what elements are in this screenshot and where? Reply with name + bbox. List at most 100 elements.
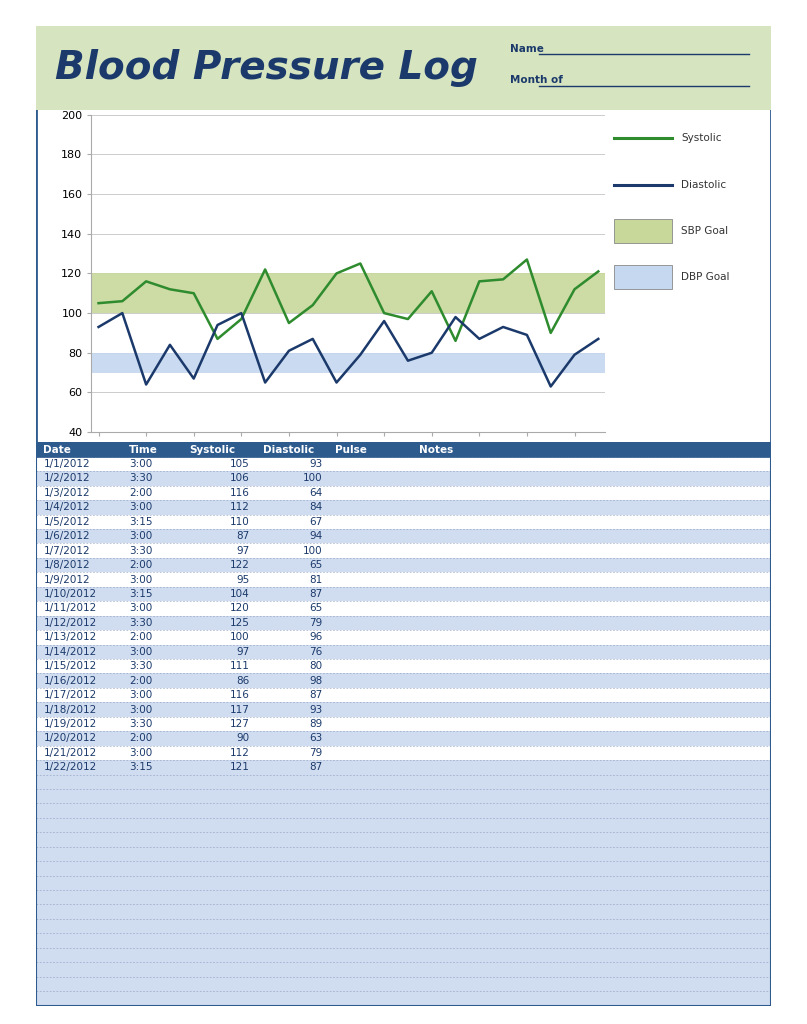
Bar	[36, 544, 771, 558]
Text: 95: 95	[236, 574, 249, 585]
Text: 63: 63	[309, 733, 323, 743]
Text: 1/22/2012: 1/22/2012	[44, 762, 97, 772]
Text: Systolic: Systolic	[681, 133, 721, 143]
Text: 1/18/2012: 1/18/2012	[44, 705, 97, 715]
Text: 3:00: 3:00	[129, 459, 153, 469]
Text: 86: 86	[236, 676, 249, 686]
Bar	[36, 717, 771, 731]
Text: 3:00: 3:00	[129, 503, 153, 512]
Bar	[36, 745, 771, 760]
Text: 1/11/2012: 1/11/2012	[44, 603, 97, 613]
Bar	[36, 688, 771, 702]
Text: Time: Time	[129, 444, 158, 455]
Bar	[36, 630, 771, 644]
Bar	[36, 963, 771, 977]
Text: 122: 122	[229, 560, 249, 570]
Text: Date: Date	[44, 444, 71, 455]
Text: 125: 125	[229, 617, 249, 628]
Bar	[36, 659, 771, 674]
Text: 1/21/2012: 1/21/2012	[44, 748, 97, 758]
Text: 3:00: 3:00	[129, 690, 153, 700]
Text: 79: 79	[309, 617, 323, 628]
Text: 1/14/2012: 1/14/2012	[44, 647, 97, 656]
Text: SBP Goal: SBP Goal	[681, 225, 728, 236]
Text: 84: 84	[309, 503, 323, 512]
Text: 2:00: 2:00	[129, 487, 153, 498]
Text: 105: 105	[229, 459, 249, 469]
Text: Systolic: Systolic	[189, 444, 235, 455]
Bar	[613, 219, 671, 243]
Bar	[36, 890, 771, 904]
Text: Name: Name	[510, 44, 544, 54]
Bar	[36, 587, 771, 601]
Text: 89: 89	[309, 719, 323, 729]
Bar	[36, 919, 771, 933]
Bar	[36, 788, 771, 804]
Bar	[36, 833, 771, 847]
Text: Diastolic: Diastolic	[262, 444, 314, 455]
Text: 87: 87	[236, 531, 249, 542]
Bar	[36, 471, 771, 485]
Bar	[613, 265, 671, 289]
Bar	[91, 352, 605, 373]
Text: 3:00: 3:00	[129, 705, 153, 715]
Text: 1/3/2012: 1/3/2012	[44, 487, 90, 498]
Text: 117: 117	[229, 705, 249, 715]
Text: 64: 64	[309, 487, 323, 498]
Text: 3:30: 3:30	[129, 473, 153, 483]
Text: 3:30: 3:30	[129, 719, 153, 729]
Text: 3:15: 3:15	[129, 517, 153, 526]
Text: 1/10/2012: 1/10/2012	[44, 589, 97, 599]
Text: 76: 76	[309, 647, 323, 656]
Text: 3:00: 3:00	[129, 647, 153, 656]
Bar	[36, 861, 771, 876]
Text: 100: 100	[303, 473, 323, 483]
Bar	[36, 876, 771, 890]
Text: 94: 94	[309, 531, 323, 542]
Text: 116: 116	[229, 690, 249, 700]
Text: 67: 67	[309, 517, 323, 526]
Bar	[36, 731, 771, 745]
Bar	[36, 529, 771, 544]
Text: 1/17/2012: 1/17/2012	[44, 690, 97, 700]
Bar	[36, 442, 771, 457]
Text: 65: 65	[309, 603, 323, 613]
Bar	[36, 572, 771, 587]
Text: 1/20/2012: 1/20/2012	[44, 733, 97, 743]
Text: Diastolic: Diastolic	[681, 179, 726, 189]
Bar	[36, 760, 771, 774]
Bar	[36, 948, 771, 963]
Bar	[36, 904, 771, 919]
Bar	[36, 774, 771, 788]
Text: Blood Pressure Log: Blood Pressure Log	[55, 48, 478, 87]
Text: 112: 112	[229, 503, 249, 512]
Text: 100: 100	[303, 546, 323, 556]
Bar	[36, 991, 771, 1006]
Text: 1/13/2012: 1/13/2012	[44, 633, 97, 642]
Bar	[91, 273, 605, 313]
Text: 98: 98	[309, 676, 323, 686]
Bar	[36, 933, 771, 948]
Text: 1/19/2012: 1/19/2012	[44, 719, 97, 729]
Bar	[36, 515, 771, 529]
Text: 110: 110	[229, 517, 249, 526]
Bar	[36, 674, 771, 688]
Text: 3:00: 3:00	[129, 603, 153, 613]
Text: 3:30: 3:30	[129, 617, 153, 628]
Text: 87: 87	[309, 589, 323, 599]
Text: 1/12/2012: 1/12/2012	[44, 617, 97, 628]
Text: 112: 112	[229, 748, 249, 758]
Text: 1/8/2012: 1/8/2012	[44, 560, 90, 570]
Bar	[36, 601, 771, 615]
Text: 1/9/2012: 1/9/2012	[44, 574, 90, 585]
Bar	[36, 847, 771, 861]
Text: 121: 121	[229, 762, 249, 772]
Text: 3:00: 3:00	[129, 574, 153, 585]
Text: 1/1/2012: 1/1/2012	[44, 459, 90, 469]
Text: 3:15: 3:15	[129, 762, 153, 772]
Text: 120: 120	[229, 603, 249, 613]
Text: 81: 81	[309, 574, 323, 585]
Bar	[36, 615, 771, 630]
Text: 90: 90	[236, 733, 249, 743]
Text: 79: 79	[309, 748, 323, 758]
